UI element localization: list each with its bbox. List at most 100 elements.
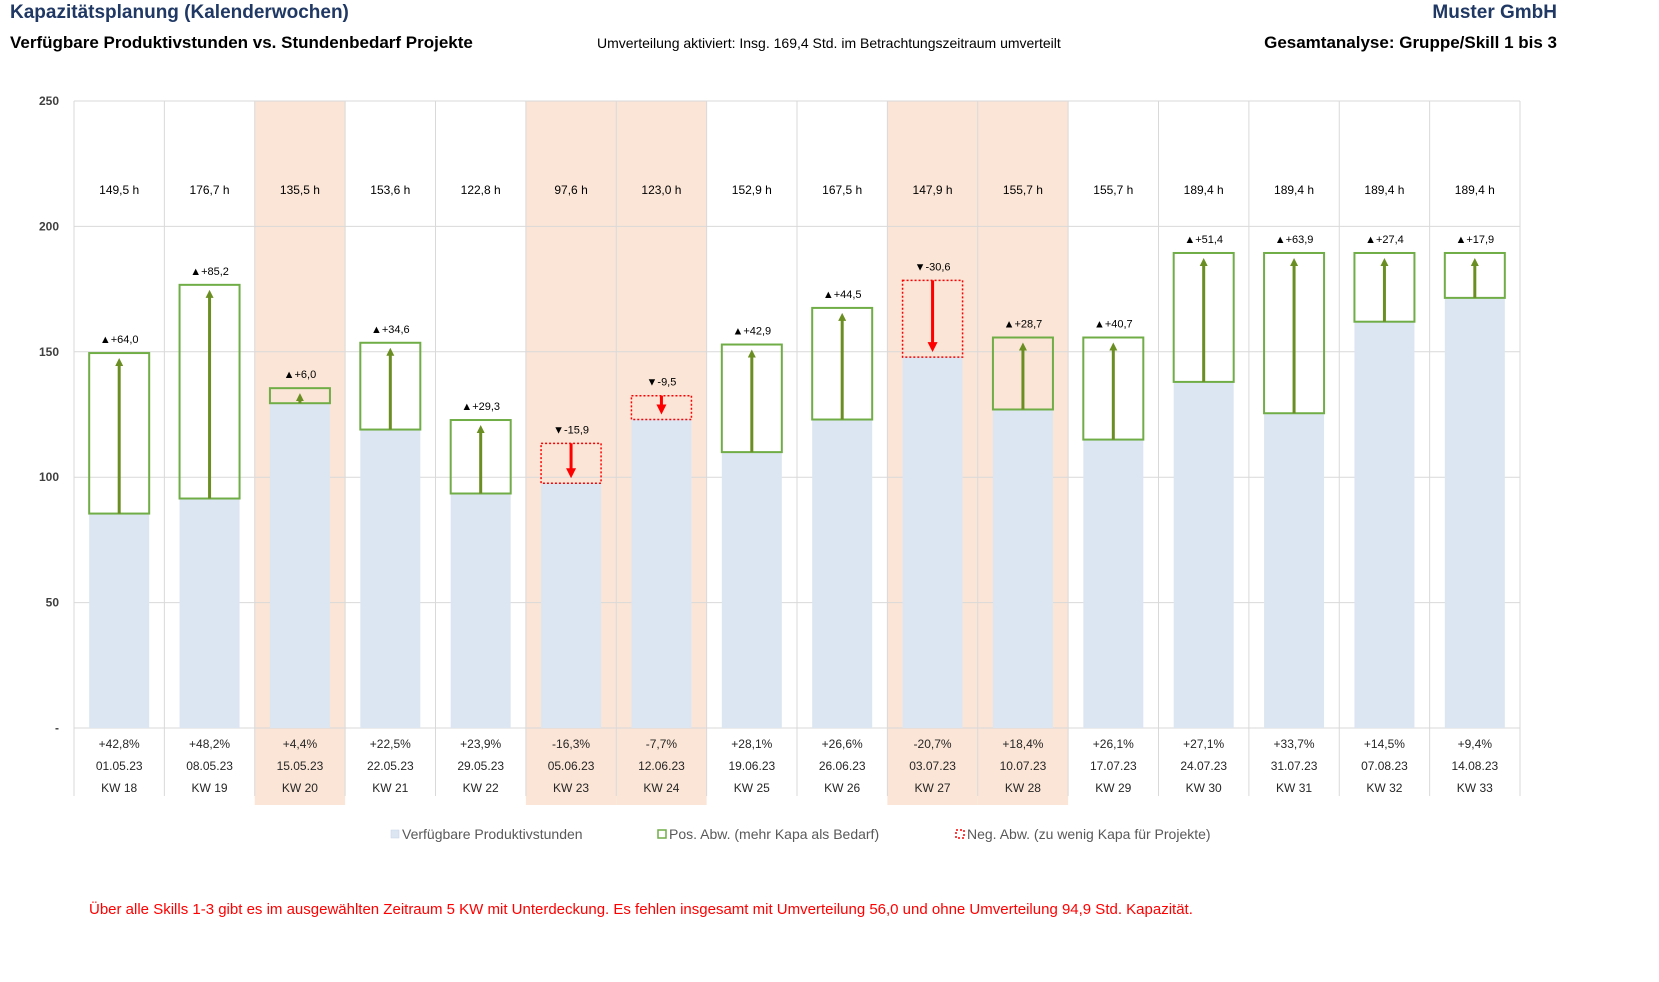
date-label: 26.06.23 [819,759,866,773]
deviation-label: ▼-15,9 [553,424,589,436]
total-hours-label: 155,7 h [1003,183,1043,197]
deviation-label: ▲+6,0 [284,369,317,381]
total-hours-label: 97,6 h [554,183,587,197]
date-label: 05.06.23 [548,759,595,773]
bar-available [360,429,421,728]
week-label: KW 32 [1366,781,1402,795]
deviation-label: ▲+63,9 [1275,234,1314,246]
y-tick-label: 100 [39,470,59,484]
deviation-label: ▲+28,7 [1004,319,1043,331]
date-label: 08.05.23 [186,759,233,773]
percent-label: +18,4% [1002,737,1043,751]
percent-label: +22,5% [370,737,411,751]
footer-note: Über alle Skills 1-3 gibt es im ausgewäh… [89,901,1193,918]
company-name: Muster GmbH [1432,2,1557,23]
week-label: KW 26 [824,781,860,795]
percent-label: +33,7% [1274,737,1315,751]
total-hours-label: 135,5 h [280,183,320,197]
y-tick-label: 250 [39,94,59,108]
week-label: KW 33 [1457,781,1493,795]
date-label: 12.06.23 [638,759,685,773]
bar-available [179,498,240,728]
percent-label: -20,7% [914,737,952,751]
percent-label: +26,1% [1093,737,1134,751]
date-label: 17.07.23 [1090,759,1137,773]
labels-layer: 250 200 150 100 50 - ▲+64,0 149,5 h +42,8% 01.05.… [39,94,1499,795]
total-hours-label: 123,0 h [641,183,681,197]
bar-available [450,493,511,728]
legend-swatch-available [390,829,400,839]
week-label: KW 21 [372,781,408,795]
total-hours-label: 152,9 h [732,183,772,197]
percent-label: +42,8% [99,737,140,751]
y-tick-label: 150 [39,345,59,359]
total-hours-label: 167,5 h [822,183,862,197]
week-label: KW 29 [1095,781,1131,795]
grid-layer [73,100,1521,796]
percent-label: +14,5% [1364,737,1405,751]
chart-subtitle: Verfügbare Produktivstunden vs. Stundenb… [10,33,473,52]
date-label: 29.05.23 [457,759,504,773]
week-label: KW 19 [192,781,228,795]
bar-available [902,357,963,728]
percent-label: -7,7% [646,737,678,751]
total-hours-label: 189,4 h [1364,183,1404,197]
bar-available [541,483,602,728]
deviation-label: ▲+42,9 [732,326,771,338]
week-label: KW 28 [1005,781,1041,795]
total-hours-label: 189,4 h [1274,183,1314,197]
date-label: 19.06.23 [728,759,775,773]
redistribution-note: Umverteilung aktiviert: Insg. 169,4 Std.… [597,35,1061,51]
week-label: KW 24 [643,781,679,795]
bar-available [1354,321,1415,728]
week-label: KW 30 [1186,781,1222,795]
y-tick-label: 50 [46,596,60,610]
y-tick-label: - [55,721,59,735]
page-title: Kapazitätsplanung (Kalenderwochen) [10,2,349,23]
bar-available [1083,439,1144,728]
deviation-label: ▲+17,9 [1455,234,1494,246]
total-hours-label: 189,4 h [1184,183,1224,197]
total-hours-label: 149,5 h [99,183,139,197]
bar-available [812,419,873,728]
legend-swatch-positive [657,829,667,839]
week-label: KW 27 [915,781,951,795]
total-hours-label: 153,6 h [370,183,410,197]
bar-available [992,409,1053,728]
percent-label: +48,2% [189,737,230,751]
week-label: KW 31 [1276,781,1312,795]
percent-label: +23,9% [460,737,501,751]
bar-available [1173,381,1234,728]
deviation-label: ▼-9,5 [647,377,677,389]
legend: Verfügbare Produktivstunden Pos. Abw. (m… [390,826,1211,842]
deviation-label: ▲+40,7 [1094,319,1133,331]
date-label: 01.05.23 [96,759,143,773]
date-label: 15.05.23 [277,759,324,773]
deviation-label: ▲+64,0 [100,334,139,346]
bar-available [1444,297,1505,728]
deviation-label: ▲+85,2 [190,266,229,278]
total-hours-label: 176,7 h [190,183,230,197]
week-label: KW 23 [553,781,589,795]
legend-label-available: Verfügbare Produktivstunden [402,826,583,842]
date-label: 14.08.23 [1451,759,1498,773]
bar-available [721,452,782,728]
percent-label: +28,1% [731,737,772,751]
deviation-label: ▲+29,3 [461,401,500,413]
date-label: 10.07.23 [1000,759,1047,773]
deviation-label: ▲+44,5 [823,289,862,301]
percent-label: +26,6% [822,737,863,751]
legend-label-positive: Pos. Abw. (mehr Kapa als Bedarf) [669,826,879,842]
percent-label: +4,4% [283,737,318,751]
bar-available [1264,413,1325,728]
week-label: KW 22 [463,781,499,795]
deviation-label: ▲+34,6 [371,324,410,336]
legend-label-negative: Neg. Abw. (zu wenig Kapa für Projekte) [967,826,1211,842]
bar-available [89,513,150,728]
week-label: KW 25 [734,781,770,795]
date-label: 31.07.23 [1271,759,1318,773]
deviation-label: ▲+51,4 [1184,234,1223,246]
percent-label: -16,3% [552,737,590,751]
week-label: KW 20 [282,781,318,795]
percent-label: +9,4% [1458,737,1493,751]
